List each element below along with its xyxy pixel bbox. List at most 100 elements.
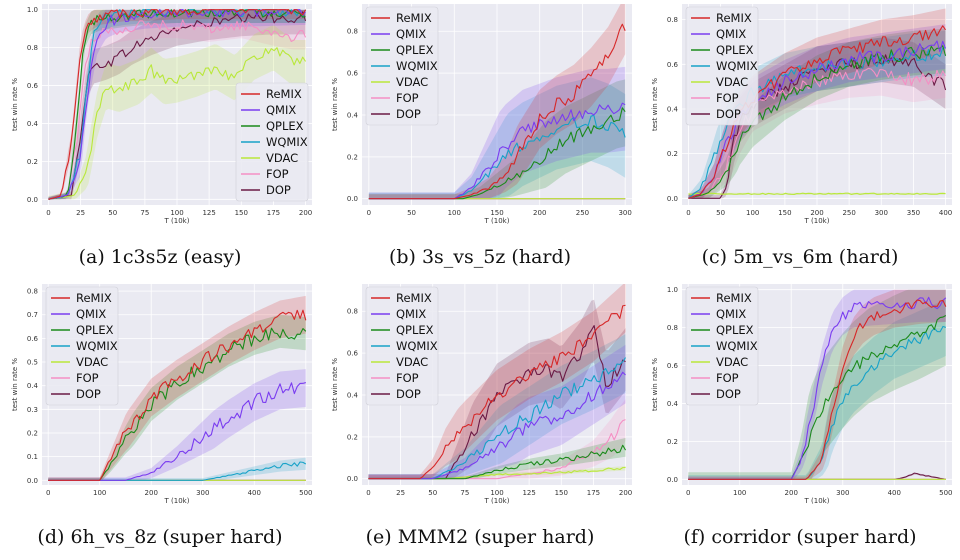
x-tick-label: 125 bbox=[522, 489, 535, 497]
legend-label: DOP bbox=[396, 107, 421, 121]
y-tick-label: 0.0 bbox=[347, 475, 358, 483]
y-tick-label: 0.4 bbox=[347, 111, 359, 119]
y-axis-label: test win rate % bbox=[331, 358, 339, 411]
x-tick-label: 200 bbox=[619, 489, 632, 497]
legend-label: QMIX bbox=[396, 27, 426, 41]
x-tick-label: 0 bbox=[686, 489, 690, 497]
x-tick-label: 25 bbox=[76, 209, 85, 217]
legend-label: WQMIX bbox=[396, 339, 438, 353]
y-tick-label: 0.6 bbox=[27, 335, 39, 343]
legend-label: DOP bbox=[716, 387, 741, 401]
subfigure-caption: (d) 6h_vs_8z (super hard) bbox=[37, 526, 283, 548]
y-axis-label: test win rate % bbox=[11, 78, 19, 131]
x-tick-label: 125 bbox=[202, 209, 215, 217]
series-band bbox=[368, 77, 626, 199]
legend-label: QPLEX bbox=[266, 119, 304, 133]
legend-label: VDAC bbox=[396, 355, 428, 369]
subfigure-caption: (a) 1c3s5z (easy) bbox=[78, 246, 242, 268]
legend-label: ReMIX bbox=[716, 291, 752, 305]
x-tick-label: 300 bbox=[196, 489, 209, 497]
legend-label: QMIX bbox=[716, 307, 746, 321]
legend-label: QPLEX bbox=[396, 43, 434, 57]
legend-label: QPLEX bbox=[396, 323, 434, 337]
legend-label: VDAC bbox=[716, 355, 748, 369]
y-tick-label: 0.4 bbox=[667, 400, 679, 408]
chart-svg: 0 100 200 300 400 500 0.0 0.2 0.4 0.6 0.8 1.0 T (10k… bbox=[651, 284, 953, 505]
y-tick-label: 0.4 bbox=[667, 105, 679, 113]
x-tick-label: 75 bbox=[460, 489, 469, 497]
y-tick-label: 0.0 bbox=[347, 195, 358, 203]
chart-panel-6: 0 100 200 300 400 500 0.0 0.2 0.4 0.6 0.8 1.0 T (10k… bbox=[640, 280, 960, 560]
series-band bbox=[368, 4, 626, 199]
series-band bbox=[688, 24, 946, 199]
x-tick-label: 500 bbox=[939, 489, 952, 497]
chart-panel-5: 0 25 50 75 100 125 150 175 200 0.0 0.2 0.4 0.6 0.8 T (… bbox=[320, 280, 640, 560]
y-tick-label: 0.2 bbox=[347, 433, 358, 441]
x-tick-label: 50 bbox=[407, 209, 416, 217]
chart-panel-2: 0 50 100 150 200 250 300 0.0 0.2 0.4 0.6 0.8 T (10k)… bbox=[320, 0, 640, 280]
x-tick-label: 150 bbox=[778, 209, 791, 217]
y-axis-label: test win rate % bbox=[651, 358, 659, 411]
series-line bbox=[688, 40, 947, 199]
legend-label: DOP bbox=[76, 387, 101, 401]
y-tick-label: 0.0 bbox=[667, 195, 678, 203]
series-band bbox=[688, 289, 946, 480]
x-tick-label: 0 bbox=[46, 209, 50, 217]
series-band bbox=[48, 295, 306, 481]
series-line bbox=[48, 309, 307, 481]
subfigure-caption: (e) MMM2 (super hard) bbox=[365, 526, 595, 548]
y-tick-label: 0.0 bbox=[667, 476, 678, 484]
y-tick-label: 0.2 bbox=[347, 153, 358, 161]
series-band bbox=[688, 289, 946, 480]
y-tick-label: 0.6 bbox=[667, 362, 679, 370]
series-line bbox=[688, 45, 947, 199]
x-tick-label: 150 bbox=[555, 489, 568, 497]
legend-label: FOP bbox=[716, 91, 739, 105]
y-tick-label: 0.8 bbox=[27, 44, 38, 52]
y-tick-label: 0.0 bbox=[27, 196, 38, 204]
legend-label: FOP bbox=[76, 371, 99, 385]
legend: ReMIX QMIX QPLEX WQMIX VDAC FOP DOP bbox=[685, 6, 759, 126]
y-tick-label: 0.6 bbox=[667, 61, 679, 69]
series-band bbox=[368, 334, 626, 479]
plot-area bbox=[48, 295, 307, 481]
x-tick-label: 50 bbox=[108, 209, 117, 217]
x-tick-label: 75 bbox=[140, 209, 149, 217]
series-band bbox=[48, 369, 306, 481]
y-tick-label: 0.2 bbox=[27, 429, 38, 437]
x-axis-label: T (10k) bbox=[804, 497, 830, 505]
series-line bbox=[48, 47, 307, 200]
series-line bbox=[688, 192, 946, 196]
series-band bbox=[688, 289, 946, 480]
x-tick-label: 100 bbox=[448, 209, 461, 217]
legend-label: QMIX bbox=[266, 103, 296, 117]
legend-label: FOP bbox=[266, 167, 289, 181]
y-tick-label: 0.3 bbox=[27, 406, 38, 414]
series-line bbox=[48, 19, 307, 200]
series-line bbox=[368, 23, 626, 200]
legend-label: QPLEX bbox=[716, 43, 754, 57]
x-tick-label: 100 bbox=[93, 489, 106, 497]
series-band bbox=[688, 37, 946, 199]
x-axis-label: T (10k) bbox=[484, 497, 510, 505]
chart-svg: 0 50 100 150 200 250 300 0.0 0.2 0.4 0.6 0.8 T (10k)… bbox=[331, 4, 632, 225]
legend-label: QPLEX bbox=[716, 323, 754, 337]
series-line bbox=[688, 25, 947, 199]
y-tick-label: 0.6 bbox=[347, 350, 359, 358]
legend-label: WQMIX bbox=[396, 59, 438, 73]
series-band bbox=[48, 457, 306, 481]
series-band bbox=[688, 28, 946, 199]
legend-box bbox=[365, 286, 439, 406]
x-axis-label: T (10k) bbox=[484, 217, 510, 225]
y-tick-label: 0.1 bbox=[27, 453, 38, 461]
y-tick-label: 0.8 bbox=[347, 308, 358, 316]
legend: ReMIX QMIX QPLEX WQMIX VDAC FOP DOP bbox=[365, 6, 439, 126]
x-tick-label: 100 bbox=[733, 489, 746, 497]
legend-label: VDAC bbox=[396, 75, 428, 89]
plot-area bbox=[48, 9, 307, 200]
y-axis-label: test win rate % bbox=[651, 78, 659, 131]
x-tick-label: 100 bbox=[170, 209, 183, 217]
y-tick-label: 0.8 bbox=[667, 324, 678, 332]
series-band bbox=[48, 314, 306, 481]
y-tick-label: 0.2 bbox=[27, 158, 38, 166]
